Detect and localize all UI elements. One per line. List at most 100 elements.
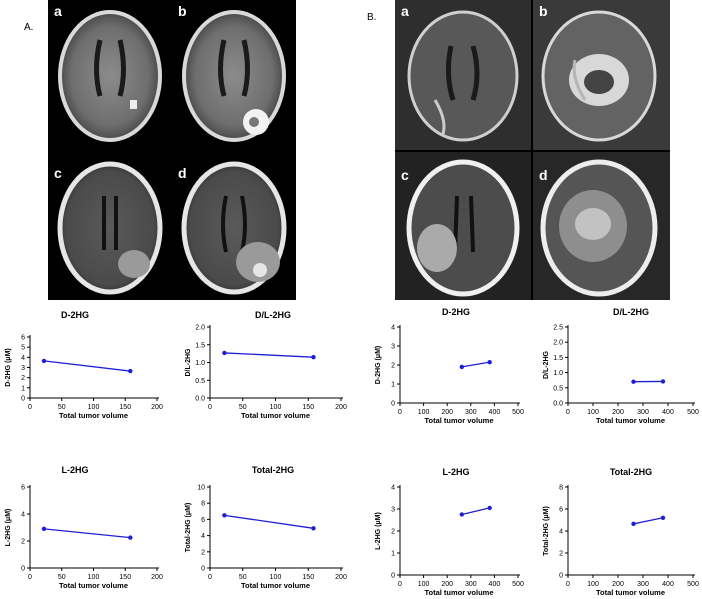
chart-6-title: Total-2HG	[252, 465, 294, 475]
mri-letter-a-a: a	[54, 3, 62, 19]
chart-3-data-point	[487, 359, 492, 365]
chart-1-y-tick-label: 3	[21, 365, 25, 372]
chart-5-data-point	[128, 535, 133, 540]
chart-3-y-tick-label: 2	[391, 363, 395, 370]
chart-6-y-tick-label: 8	[201, 501, 205, 508]
chart-5-x-tick-label: 150	[119, 574, 131, 581]
chart-1-x-tick-label: 50	[58, 404, 66, 411]
chart-7-data-point	[487, 505, 492, 511]
mri-letter-b-b: b	[539, 3, 548, 19]
chart-2-data-point	[311, 354, 316, 360]
chart-4-y-tick-label: 0.5	[553, 385, 563, 392]
chart-2-x-tick-label: 50	[239, 404, 247, 411]
chart-2-y-tick-label: 0.0	[195, 396, 205, 403]
chart-8-y-tick-label: 8	[559, 485, 563, 492]
chart-6-x-tick-label: 50	[239, 574, 247, 581]
chart-6-y-tick-label: 4	[201, 533, 205, 540]
chart-2-y-tick-label: 0.5	[195, 378, 205, 385]
chart-2-x-label: Total tumor volume	[241, 411, 310, 420]
chart-1-y-tick-label: 4	[21, 355, 25, 362]
mri-image-b-d	[533, 152, 670, 300]
chart-8-data-point	[660, 515, 666, 520]
chart-4-y-label: D/L-2HG	[543, 350, 550, 379]
chart-5-y-tick-label: 6	[21, 485, 25, 492]
chart-7-y-tick-label: 2	[391, 529, 395, 536]
chart-8-y-tick-label: 0	[559, 573, 563, 580]
chart-4-x-tick-label: 200	[612, 409, 624, 416]
chart-5-y-label: L-2HG (μM)	[5, 509, 12, 547]
mri-panel-b-images: a b c d	[395, 0, 670, 300]
chart-2-series-line	[224, 352, 314, 358]
chart-5-y-tick-label: 0	[21, 566, 25, 573]
chart-8-series-line	[633, 517, 664, 525]
chart-3-y-tick-label: 0	[391, 401, 395, 408]
chart-8-x-label: Total tumor volume	[596, 588, 665, 597]
chart-1-title: D-2HG	[61, 310, 89, 320]
chart-6-y-tick-label: 6	[201, 517, 205, 524]
chart-6-y-label: Total-2HG (μM)	[185, 503, 192, 553]
chart-7-x-tick-label: 200	[441, 581, 453, 588]
chart-8-x-tick-label: 200	[612, 581, 624, 588]
chart-4-x-tick-label: 100	[587, 409, 599, 416]
chart-7-series-line	[461, 507, 490, 516]
chart-3-y-tick-label: 3	[391, 344, 395, 351]
chart-8-x-tick-label: 500	[687, 581, 699, 588]
chart-4-y-tick-label: 0.0	[553, 401, 563, 408]
chart-1-y-tick-label: 5	[21, 345, 25, 352]
mri-letter-a-d: d	[178, 165, 187, 181]
chart-4-x-tick-label: 0	[566, 409, 570, 416]
chart-8-x-tick-label: 300	[637, 581, 649, 588]
chart-3-x-tick-label: 500	[512, 409, 524, 416]
chart-1-data-point	[41, 358, 47, 364]
chart-2-x-tick-label: 100	[270, 404, 282, 411]
chart-1-x-tick-label: 0	[28, 404, 32, 411]
mri-panel-a: a b c d	[48, 0, 296, 300]
chart-8-x-tick-label: 100	[587, 581, 599, 588]
mri-panel-b: a b c d	[395, 0, 670, 300]
chart-3-y-tick-label: 4	[391, 325, 395, 332]
chart-6-y-tick-label: 2	[201, 549, 205, 556]
mri-image-b-a	[395, 0, 531, 150]
chart-1-y-tick-label: 6	[21, 335, 25, 342]
chart-4-y-tick-label: 1.5	[553, 355, 563, 362]
chart-3-y-tick-label: 1	[391, 382, 395, 389]
chart-5-x-tick-label: 0	[28, 574, 32, 581]
chart-5-x-tick-label: 50	[58, 574, 66, 581]
chart-7-data-point	[459, 512, 465, 517]
chart-4-y-tick-label: 2.5	[553, 325, 563, 332]
chart-7-x-tick-label: 300	[465, 581, 477, 588]
chart-4-x-tick-label: 400	[662, 409, 674, 416]
chart-2-y-label: D/L-2HG	[185, 348, 192, 377]
chart-3-x-tick-label: 200	[441, 409, 453, 416]
chart-5-x-tick-label: 100	[88, 574, 100, 581]
chart-7-x-tick-label: 100	[418, 581, 430, 588]
chart-4-title: D/L-2HG	[613, 307, 649, 317]
chart-6-y-tick-label: 10	[197, 485, 205, 492]
mri-image-b-c	[395, 152, 531, 300]
chart-2-x-tick-label: 150	[302, 404, 314, 411]
chart-4-x-tick-label: 300	[637, 409, 649, 416]
chart-2-y-tick-label: 2.0	[195, 325, 205, 332]
chart-4-data-point	[631, 379, 636, 384]
chart-4-x-label: Total tumor volume	[596, 416, 665, 425]
chart-3-x-tick-label: 300	[465, 409, 477, 416]
mri-letter-b-c: c	[401, 167, 409, 183]
panel-b-label: B.	[367, 12, 377, 23]
chart-1-x-label: Total tumor volume	[59, 411, 128, 420]
mri-letter-a-c: c	[54, 165, 62, 181]
mri-image-a-a	[58, 10, 162, 142]
chart-2-y-tick-label: 1.5	[195, 342, 205, 349]
chart-3-y-label: D-2HG (μM)	[375, 346, 382, 385]
chart-3-title: D-2HG	[442, 307, 470, 317]
chart-8-x-tick-label: 400	[662, 581, 674, 588]
chart-1-series-line	[43, 360, 131, 372]
chart-7-x-tick-label: 400	[489, 581, 501, 588]
chart-7-x-tick-label: 0	[398, 581, 402, 588]
chart-6-x-tick-label: 100	[270, 574, 282, 581]
chart-1-x-tick-label: 100	[88, 404, 100, 411]
chart-1-y-tick-label: 2	[21, 375, 25, 382]
chart-7-x-label: Total tumor volume	[424, 588, 493, 597]
chart-4-y-tick-label: 1.0	[553, 370, 563, 377]
chart-8-y-tick-label: 6	[559, 507, 563, 514]
chart-2-y-tick-label: 1.0	[195, 360, 205, 367]
